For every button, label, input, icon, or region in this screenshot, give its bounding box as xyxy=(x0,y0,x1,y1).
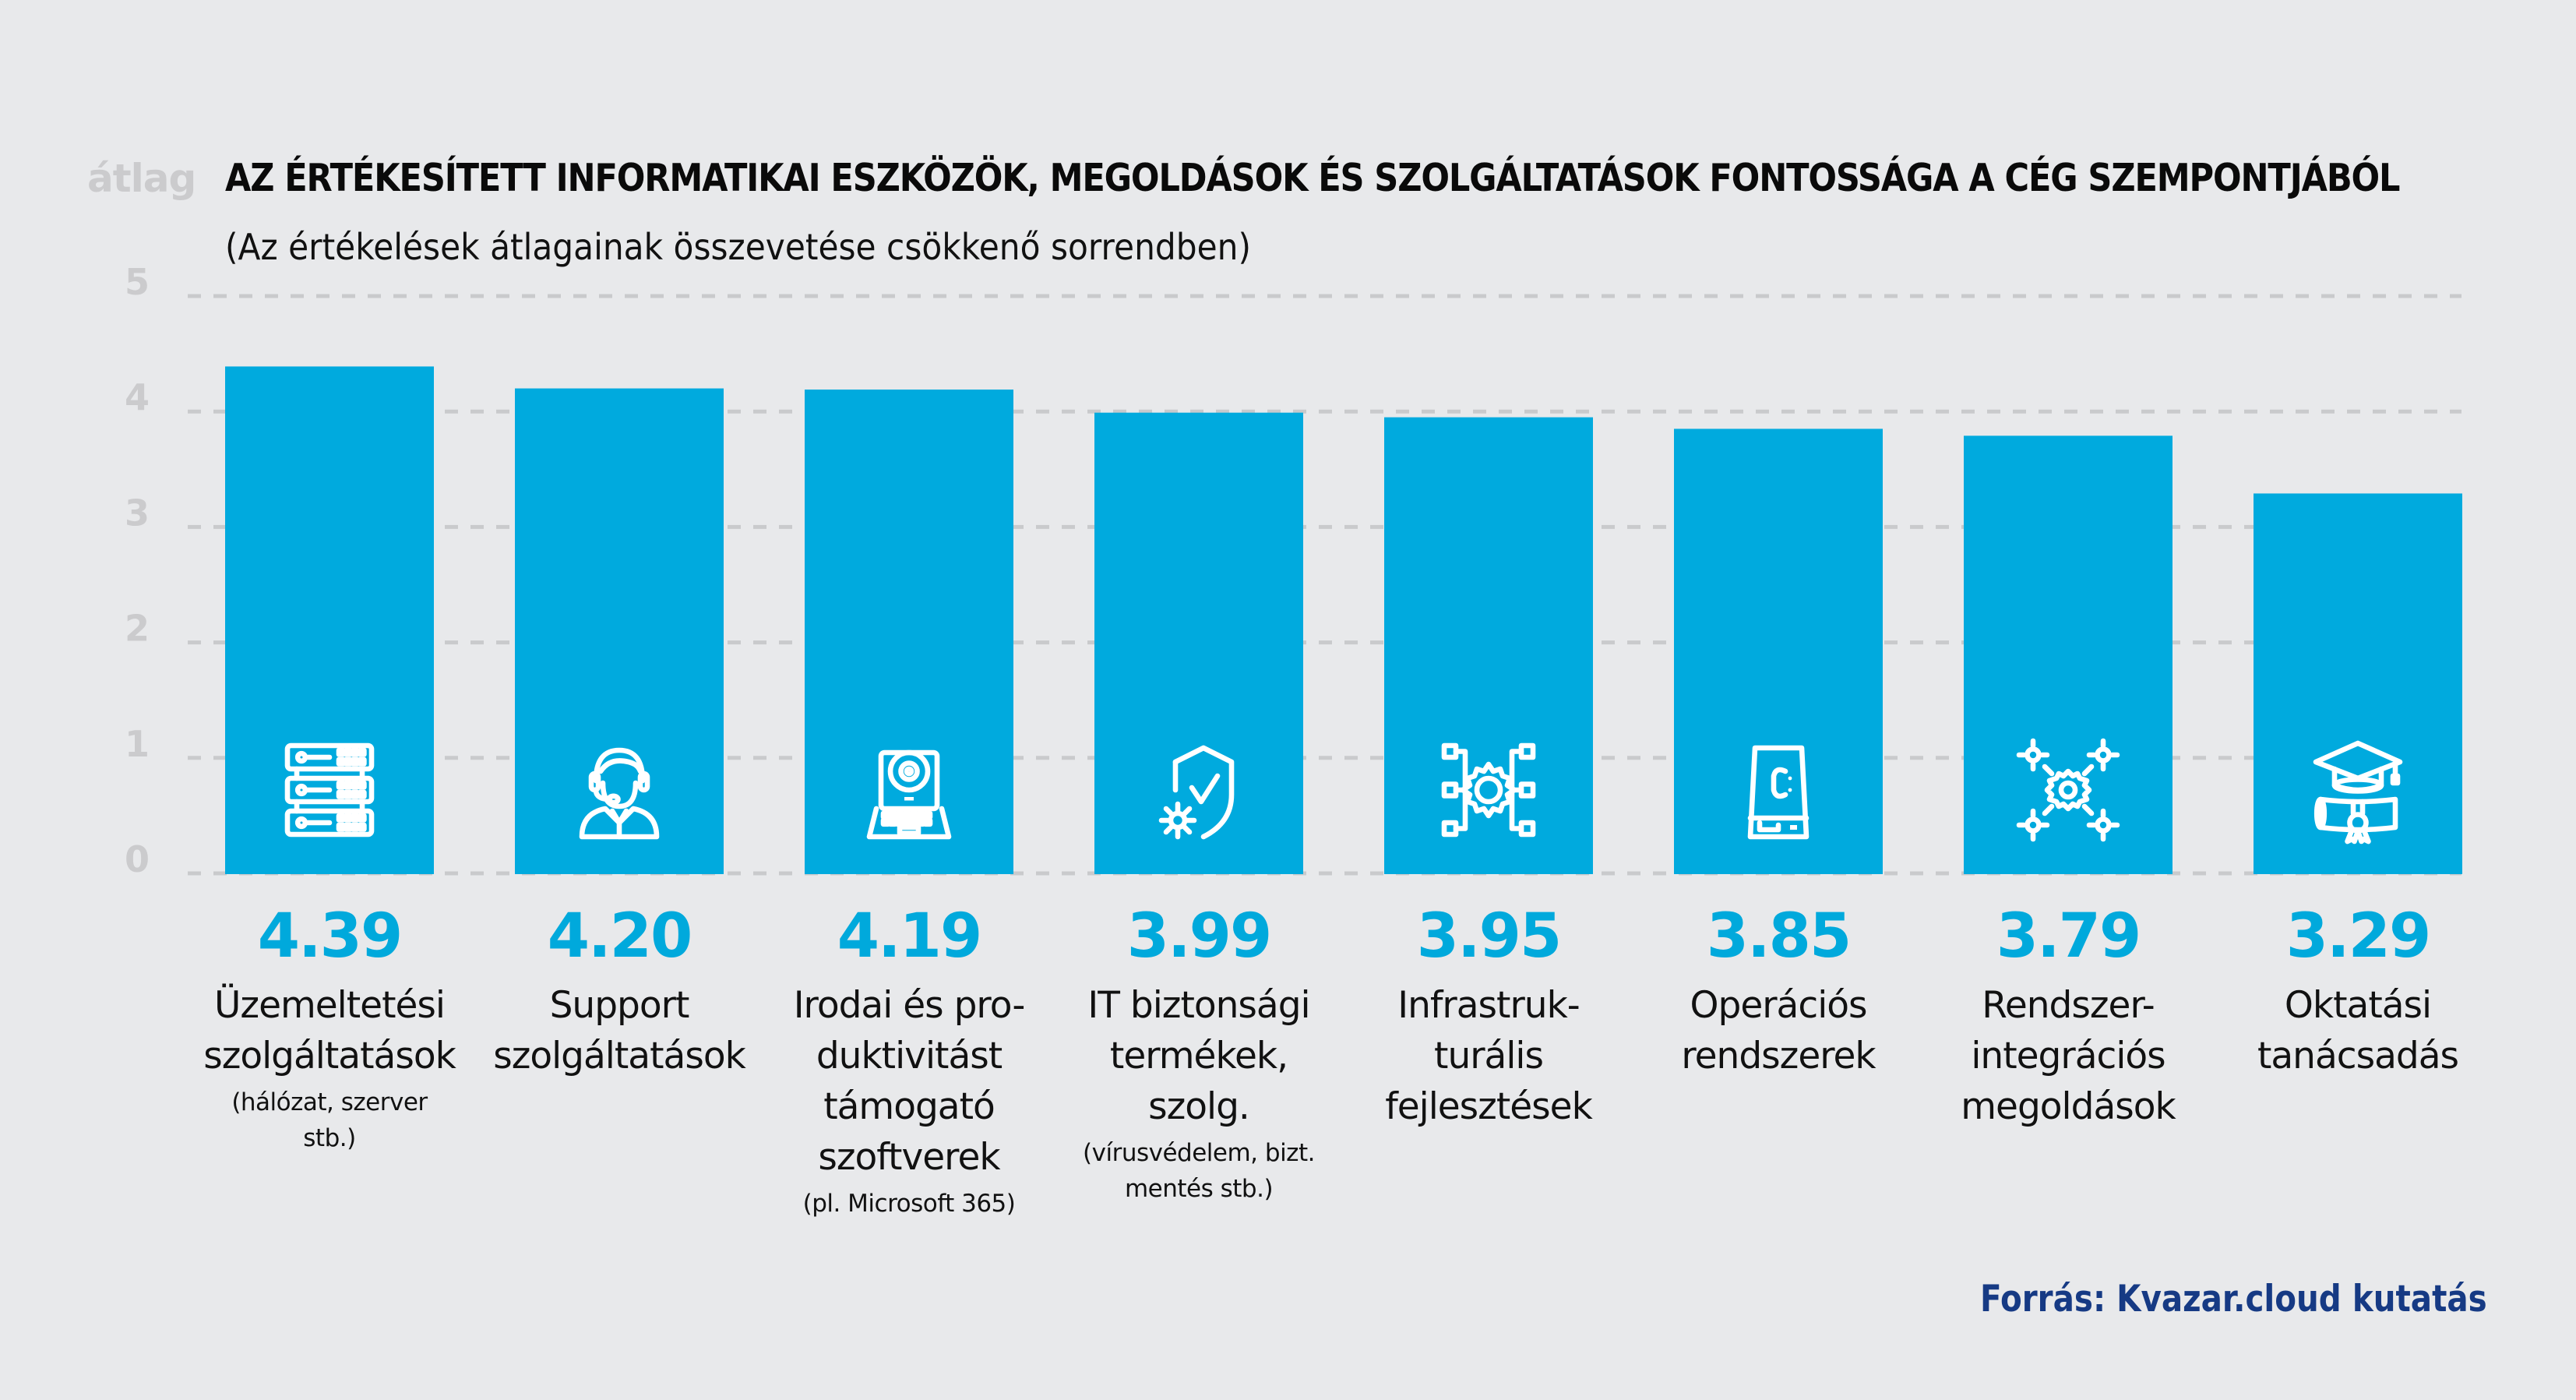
value-label: 3.95 xyxy=(1416,901,1562,972)
category-label-line: termékek, xyxy=(1109,1035,1288,1077)
category-note-line: (pl. Microsoft 365) xyxy=(802,1190,1016,1218)
category-note: (vírusvédelem, bizt. mentés stb.) xyxy=(1054,1135,1344,1207)
category-label-line: IT biztonsági xyxy=(1087,984,1310,1027)
category-label: Oktatási tanácsadás xyxy=(2213,980,2503,1081)
category-label: Üzemeltetési szolgáltatások xyxy=(185,980,474,1081)
category-label: Infrastruk-turális fejlesztések xyxy=(1344,980,1633,1132)
laptop-webcam-icon xyxy=(853,734,965,846)
category-label-line: tanácsadás xyxy=(2257,1035,2459,1077)
y-tick-label: 4 xyxy=(125,376,150,418)
value-label: 4.19 xyxy=(837,901,982,972)
category-label-line: szoftverek xyxy=(818,1136,1000,1179)
category-column: 3.29 Oktatási tanácsadás xyxy=(2213,905,2503,1081)
y-tick-label: 1 xyxy=(125,723,150,765)
category-column: 4.19 Irodai és pro-duktivitást támogató szo… xyxy=(764,905,1054,1222)
gear-integration-icon xyxy=(2012,734,2124,846)
category-label-line: Support xyxy=(549,984,690,1027)
category-label-line: Irodai és pro- xyxy=(793,984,1026,1027)
category-label-line: szolg. xyxy=(1148,1085,1250,1128)
category-label: IT biztonsági termékek, szolg. xyxy=(1054,980,1344,1132)
category-note-line: mentés stb.) xyxy=(1124,1175,1274,1203)
shield-check-gear-icon xyxy=(1143,734,1255,846)
y-tick-label: 5 xyxy=(125,261,150,303)
category-label-line: szolgáltatások xyxy=(203,1035,456,1077)
category-label-line: integrációs xyxy=(1971,1035,2165,1077)
server-rack-icon xyxy=(273,734,386,846)
category-label-line: Üzemeltetési xyxy=(214,984,446,1027)
category-note: (pl. Microsoft 365) xyxy=(764,1186,1054,1222)
chart-title: AZ ÉRTÉKESÍTETT INFORMATIKAI ESZKÖZÖK, M… xyxy=(225,156,2401,200)
category-label-line: szolgáltatások xyxy=(493,1035,746,1077)
category-label: Irodai és pro-duktivitást támogató szoftve… xyxy=(764,980,1054,1183)
category-note: (hálózat, szerver stb.) xyxy=(185,1084,474,1156)
y-axis-label: átlag xyxy=(87,156,196,201)
gear-network-icon xyxy=(1432,734,1545,846)
support-agent-headset-icon xyxy=(563,734,675,846)
category-label-line: Oktatási xyxy=(2284,984,2432,1027)
y-tick-label: 3 xyxy=(125,492,150,534)
category-label-line: turális xyxy=(1434,1035,1544,1077)
hard-drive-c-icon xyxy=(1722,734,1834,846)
category-label-line: Infrastruk- xyxy=(1397,984,1580,1027)
chart-subtitle: (Az értékelések átlagainak összevetése c… xyxy=(225,226,1251,268)
category-note-line: stb.) xyxy=(303,1124,356,1152)
category-label: Rendszer-integrációs megoldások xyxy=(1923,980,2213,1132)
category-column: 3.79 Rendszer-integrációs megoldások xyxy=(1923,905,2213,1132)
category-label: Support szolgáltatások xyxy=(474,980,764,1081)
category-label-line: megoldások xyxy=(1961,1085,2176,1128)
category-note-line: (vírusvédelem, bizt. xyxy=(1083,1139,1315,1167)
category-note-line: (hálózat, szerver xyxy=(231,1088,428,1116)
category-column: 3.95 Infrastruk-turális fejlesztések xyxy=(1344,905,1633,1132)
category-column: 3.99 IT biztonsági termékek, szolg. (vírusvé… xyxy=(1054,905,1344,1207)
category-column: 4.20 Support szolgáltatások xyxy=(474,905,764,1081)
category-label-line: Operációs xyxy=(1690,984,1867,1027)
y-tick-label: 2 xyxy=(125,608,150,650)
category-label: Operációs rendszerek xyxy=(1633,980,1923,1081)
value-label: 4.39 xyxy=(257,901,403,972)
y-tick-label: 0 xyxy=(125,838,150,880)
category-label-line: Rendszer- xyxy=(1982,984,2155,1027)
graduation-cap-diploma-icon xyxy=(2302,734,2414,846)
value-label: 3.79 xyxy=(1996,901,2141,972)
category-label-line: rendszerek xyxy=(1681,1035,1876,1077)
category-column: 4.39 Üzemeltetési szolgáltatások (hálózat, … xyxy=(185,905,474,1156)
value-label: 3.29 xyxy=(2285,901,2431,972)
value-label: 3.99 xyxy=(1126,901,1272,972)
category-column: 3.85 Operációs rendszerek xyxy=(1633,905,1923,1081)
category-label-line: duktivitást xyxy=(816,1035,1003,1077)
value-label: 3.85 xyxy=(1706,901,1852,972)
source-note: Forrás: Kvazar.cloud kutatás xyxy=(1980,1278,2487,1321)
category-label-line: támogató xyxy=(823,1085,996,1128)
category-label-line: fejlesztések xyxy=(1385,1085,1593,1128)
value-label: 4.20 xyxy=(547,901,692,972)
